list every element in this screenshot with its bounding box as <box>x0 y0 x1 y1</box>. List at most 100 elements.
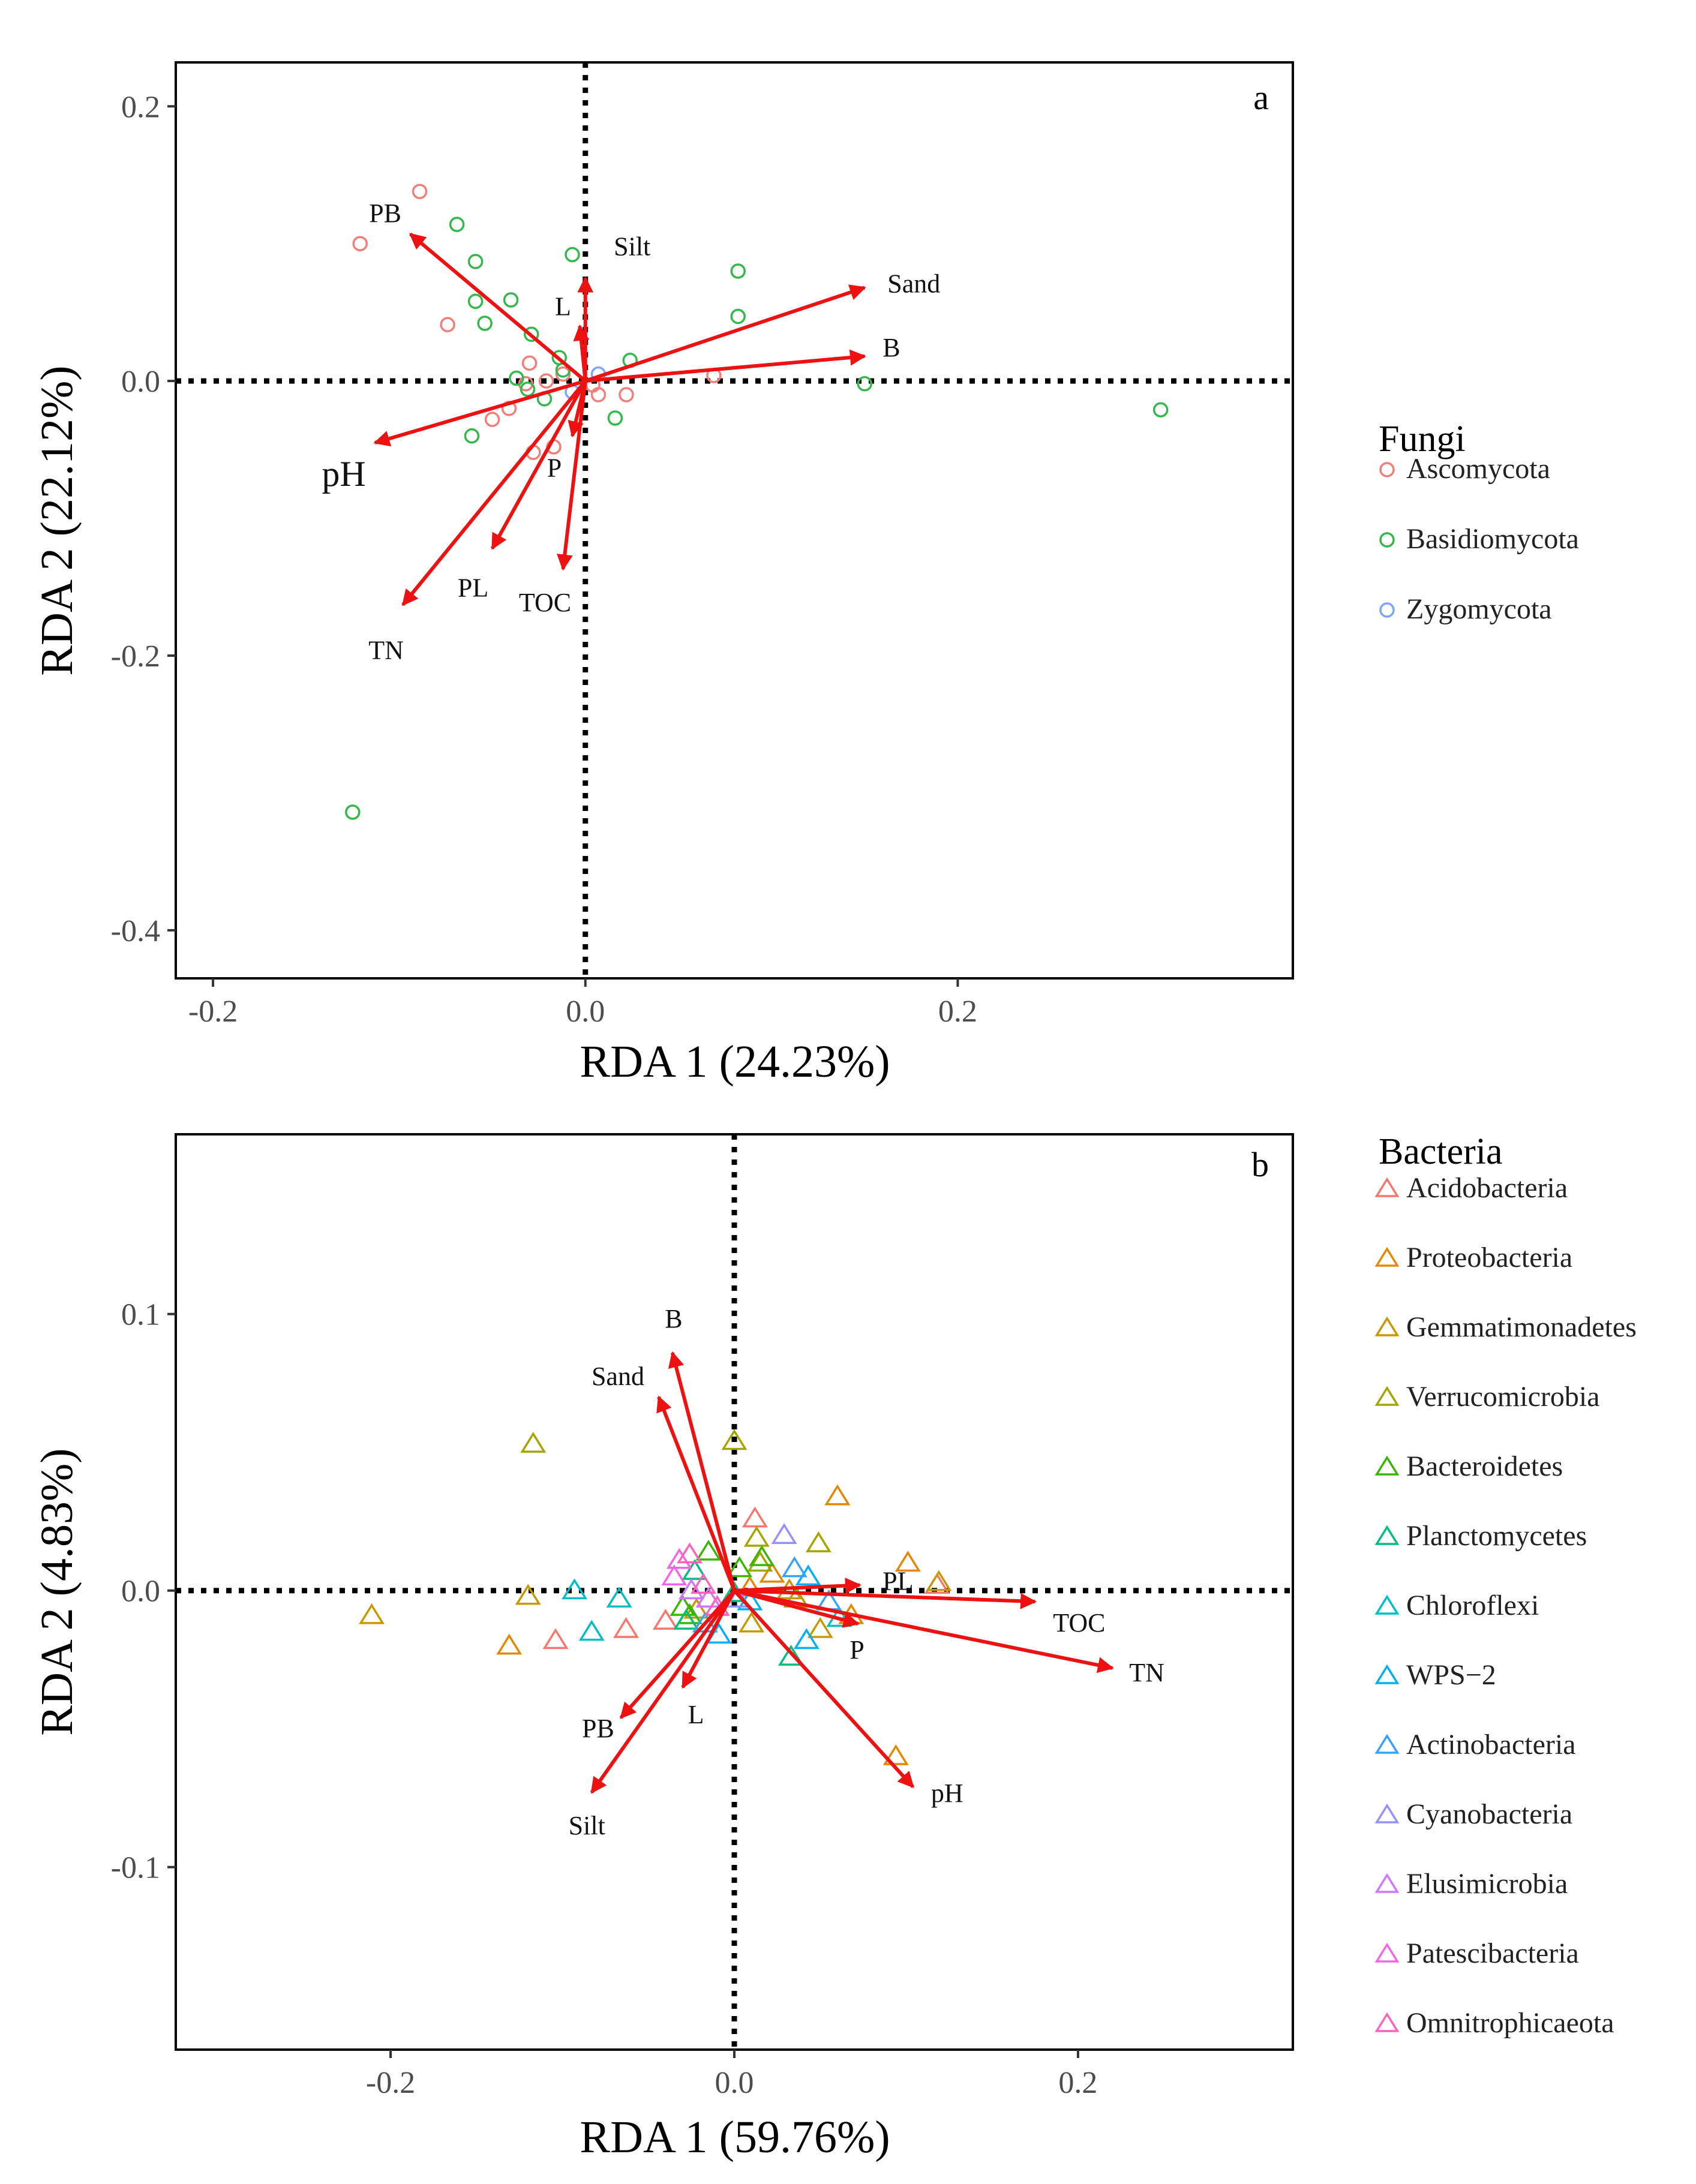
panel-b-legend-item-cyanobacteria: Cyanobacteria <box>1374 1798 1572 1830</box>
panel-b-legend-label: Elusimicrobia <box>1406 1868 1568 1900</box>
panel-b-legend-key <box>1374 1873 1400 1893</box>
panel-b-legend-key <box>1374 1803 1400 1823</box>
panel-a-point <box>555 366 571 382</box>
panel-b-point <box>520 1432 547 1453</box>
panel-b-point <box>359 1603 385 1624</box>
panel-a-point <box>538 373 554 389</box>
panel-b-series-verrucomicrobia <box>520 1429 832 1608</box>
panel-b-arrow-ph <box>733 1589 915 1789</box>
panel-b-arrow-label-p: P <box>849 1635 864 1665</box>
panel-a-xtick-label: 0.0 <box>566 995 605 1029</box>
panel-b-point <box>805 1531 832 1552</box>
panel-b-point <box>778 1645 805 1666</box>
panel-b-point <box>678 1578 704 1600</box>
panel-a-ylabel: RDA 2 (22.12%) <box>32 365 82 675</box>
panel-b-point <box>739 1611 765 1633</box>
panel-b-point <box>807 1617 833 1638</box>
panel-b-legend-key <box>1374 2012 1400 2032</box>
panel-a-point <box>503 292 519 308</box>
panel-a-series-basidiomycota <box>345 217 1169 820</box>
panel-b-legend-item-wps-2: WPS−2 <box>1374 1659 1496 1691</box>
panel-a-arrow-label-b: B <box>882 333 900 362</box>
panel-b-arrow-label-l: L <box>688 1700 704 1729</box>
panel-b-legend-item-patescibacteria: Patescibacteria <box>1374 1937 1579 1969</box>
panel-b-arrow-pb <box>619 1589 736 1719</box>
panel-b-series-acidobacteria <box>542 1506 950 1650</box>
panel-b-ytick-label: 0.0 <box>121 1575 160 1609</box>
panel-b-legend-label: Omnitrophicaeota <box>1406 2007 1614 2039</box>
panel-b-legend-key <box>1374 1316 1400 1336</box>
panel-a-arrow-l <box>573 324 590 381</box>
panel-b-point <box>894 1551 921 1572</box>
panel-b-legend-label: Cyanobacteria <box>1406 1798 1572 1830</box>
panel-b-legend-item-chloroflexi: Chloroflexi <box>1374 1590 1539 1621</box>
panel-a-point <box>730 308 746 325</box>
panel-b-arrow-label-pb: PB <box>582 1714 614 1743</box>
panel-a-arrow-b <box>585 349 866 383</box>
panel-b-point <box>695 1587 722 1608</box>
panel-a-arrow-label-toc: TOC <box>519 588 571 617</box>
panel-b-point <box>515 1584 541 1605</box>
panel-b-arrow-label-tn: TN <box>1129 1658 1164 1687</box>
panel-a-legend: Fungi Ascomycota Basidiomycota Zygomycota <box>1379 419 1579 625</box>
panel-b-point <box>677 1542 703 1564</box>
panel-b-legend-label: WPS−2 <box>1406 1659 1496 1691</box>
panel-b-point <box>562 1578 588 1600</box>
panel-a-point <box>619 387 634 402</box>
panel-b-legend-label: Chloroflexi <box>1406 1590 1539 1621</box>
panel-a-arrow-pb <box>409 232 587 383</box>
panel-a-label: a <box>1253 78 1269 117</box>
panel-b-xtick-label: -0.2 <box>366 2066 415 2100</box>
panel-b-legend-item-gemmatimonadetes: Gemmatimonadetes <box>1374 1311 1637 1343</box>
panel-b-arrow-p <box>734 1588 860 1628</box>
panel-a-point <box>523 326 539 343</box>
panel-a-xtick-label: -0.2 <box>188 995 238 1029</box>
panel-b-legend-item-bacteroidetes: Bacteroidetes <box>1374 1450 1563 1482</box>
panel-a-legend-item-zygomycota: Zygomycota <box>1379 593 1552 625</box>
panel-b-legend-item-proteobacteria: Proteobacteria <box>1374 1242 1572 1273</box>
panel-b-legend-items: Acidobacteria Proteobacteria Gemmatimonade… <box>1374 1172 1637 2039</box>
panel-a-legend-key <box>1379 602 1395 618</box>
panel-b-point <box>496 1633 523 1655</box>
panel-b-point <box>759 1561 785 1583</box>
panel-a-legend-items: Ascomycota Basidiomycota Zygomycota <box>1379 453 1579 625</box>
panel-b-legend-label: Bacteroidetes <box>1406 1450 1563 1482</box>
panel-b-point <box>882 1744 909 1765</box>
panel-a-ytick-label: -0.2 <box>111 639 160 674</box>
panel-b-arrow-label-ph: pH <box>931 1779 963 1808</box>
panel-b-point <box>652 1609 679 1630</box>
panel-b-ytick-label: -0.1 <box>111 1851 160 1885</box>
panel-b-point <box>824 1484 851 1506</box>
panel-b-point <box>793 1628 820 1650</box>
panel-a-point <box>477 316 493 331</box>
panel-b-label: b <box>1251 1145 1269 1184</box>
panel-a-ytick-label: -0.4 <box>111 914 160 948</box>
panel-b-point <box>606 1587 632 1608</box>
panel-b-xtick-label: 0.0 <box>715 2066 754 2100</box>
panel-a-arrow-label-pl: PL <box>458 573 488 602</box>
panel-a-arrow-tn <box>401 380 587 606</box>
panel-b-series-proteobacteria <box>496 1484 921 1765</box>
panel-a-point <box>345 804 361 820</box>
panel-b-arrow-silt <box>590 1589 736 1794</box>
panel-a-point <box>440 317 455 333</box>
panel-b-legend-item-actinobacteria: Actinobacteria <box>1374 1729 1576 1761</box>
panel-a-legend-title: Fungi <box>1379 419 1466 459</box>
panel-a-series-ascomycota <box>352 184 722 460</box>
panel-b-legend-label: Acidobacteria <box>1406 1172 1568 1204</box>
panel-b-legend-key <box>1374 1594 1400 1615</box>
panel-a-arrow-label-p: P <box>547 453 562 483</box>
panel-a-point <box>521 355 538 371</box>
panel-a-point <box>464 428 480 444</box>
panel-b-point <box>747 1551 773 1572</box>
panel-b-point <box>673 1609 700 1630</box>
panel-a-arrow-sand <box>584 284 866 383</box>
panel-b-point <box>926 1570 952 1591</box>
panel-b-legend-key <box>1374 1525 1400 1545</box>
panel-b-point <box>690 1573 716 1594</box>
panel-a-ytick-label: 0.2 <box>121 90 160 124</box>
panel-b-plot-area: B Sand PL TOC TN PpH L PB Silt <box>176 1134 1293 2050</box>
panel-b-legend-item-acidobacteria: Acidobacteria <box>1374 1172 1568 1204</box>
panel-a-plot-area: PB Silt L Sand BpH P PL TOC TN <box>176 62 1293 978</box>
